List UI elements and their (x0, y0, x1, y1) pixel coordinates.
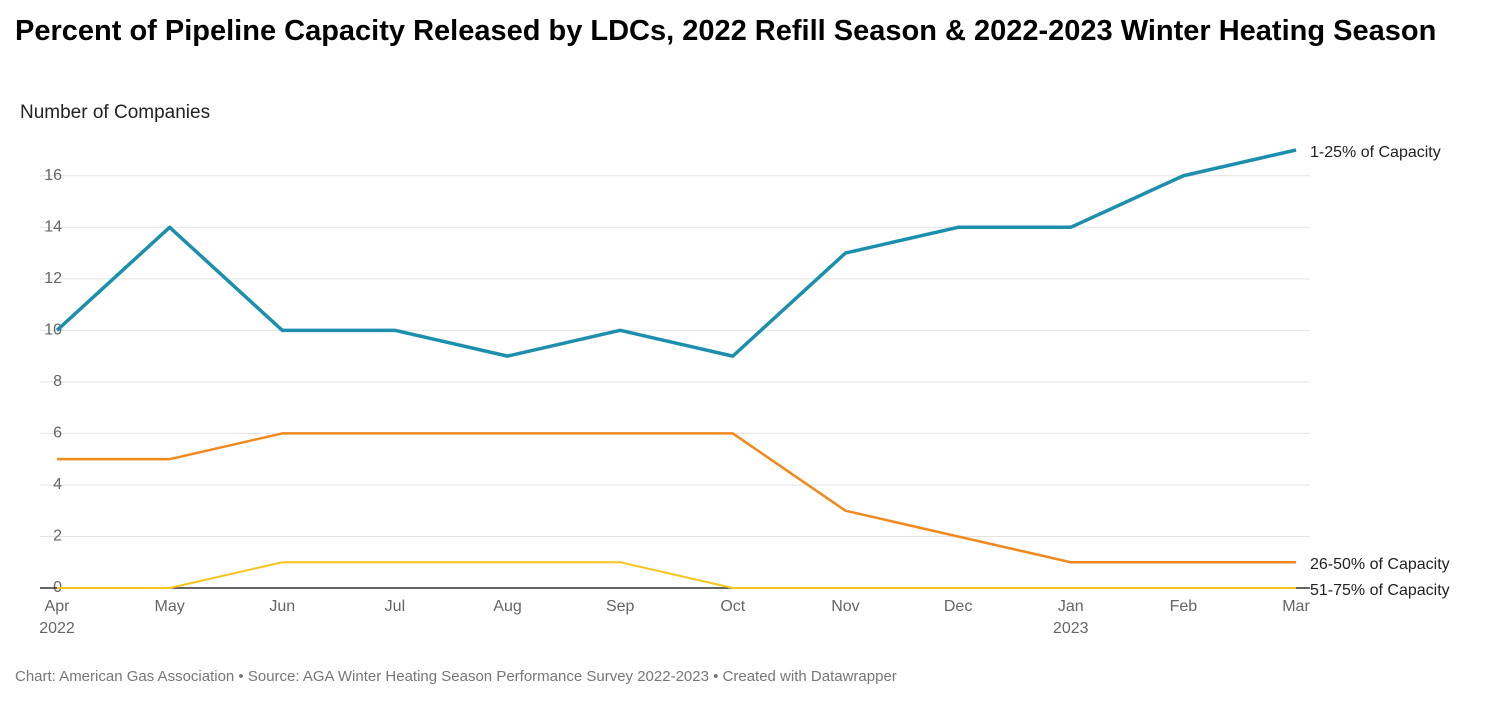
series-line (57, 561, 1296, 589)
series-label: 26-50% of Capacity (1310, 556, 1450, 573)
x-tick-label: Jan (1058, 598, 1084, 615)
chart-title: Percent of Pipeline Capacity Released by… (15, 15, 1437, 47)
y-tick-label: 2 (53, 528, 62, 545)
x-tick-label: Feb (1170, 598, 1198, 615)
x-tick-label: Aug (493, 598, 521, 615)
series-label: 1-25% of Capacity (1310, 144, 1441, 161)
y-tick-label: 12 (44, 270, 62, 287)
x-tick-label: Nov (831, 598, 859, 615)
x-year-label: 2023 (1053, 620, 1089, 637)
x-tick-label: Dec (944, 598, 972, 615)
x-tick-label: Mar (1282, 598, 1310, 615)
x-year-label: 2022 (39, 620, 75, 637)
y-tick-label: 16 (44, 167, 62, 184)
series-line (57, 432, 1296, 564)
x-tick-label: Jul (385, 598, 405, 615)
y-axis-label: Number of Companies (20, 102, 211, 123)
y-tick-label: 10 (44, 322, 62, 339)
series-line (55, 148, 1297, 358)
x-tick-label: Sep (606, 598, 635, 615)
x-tick-label: May (155, 598, 185, 615)
y-tick-label: 14 (44, 219, 62, 236)
x-tick-label: Oct (720, 598, 745, 615)
series-label: 51-75% of Capacity (1310, 582, 1450, 599)
y-tick-label: 4 (53, 476, 62, 493)
x-tick-label: Jun (269, 598, 295, 615)
y-tick-label: 6 (53, 425, 62, 442)
footer: Chart: American Gas Association • Source… (15, 668, 897, 685)
x-tick-label: Apr (45, 598, 71, 615)
y-tick-label: 8 (53, 373, 62, 390)
